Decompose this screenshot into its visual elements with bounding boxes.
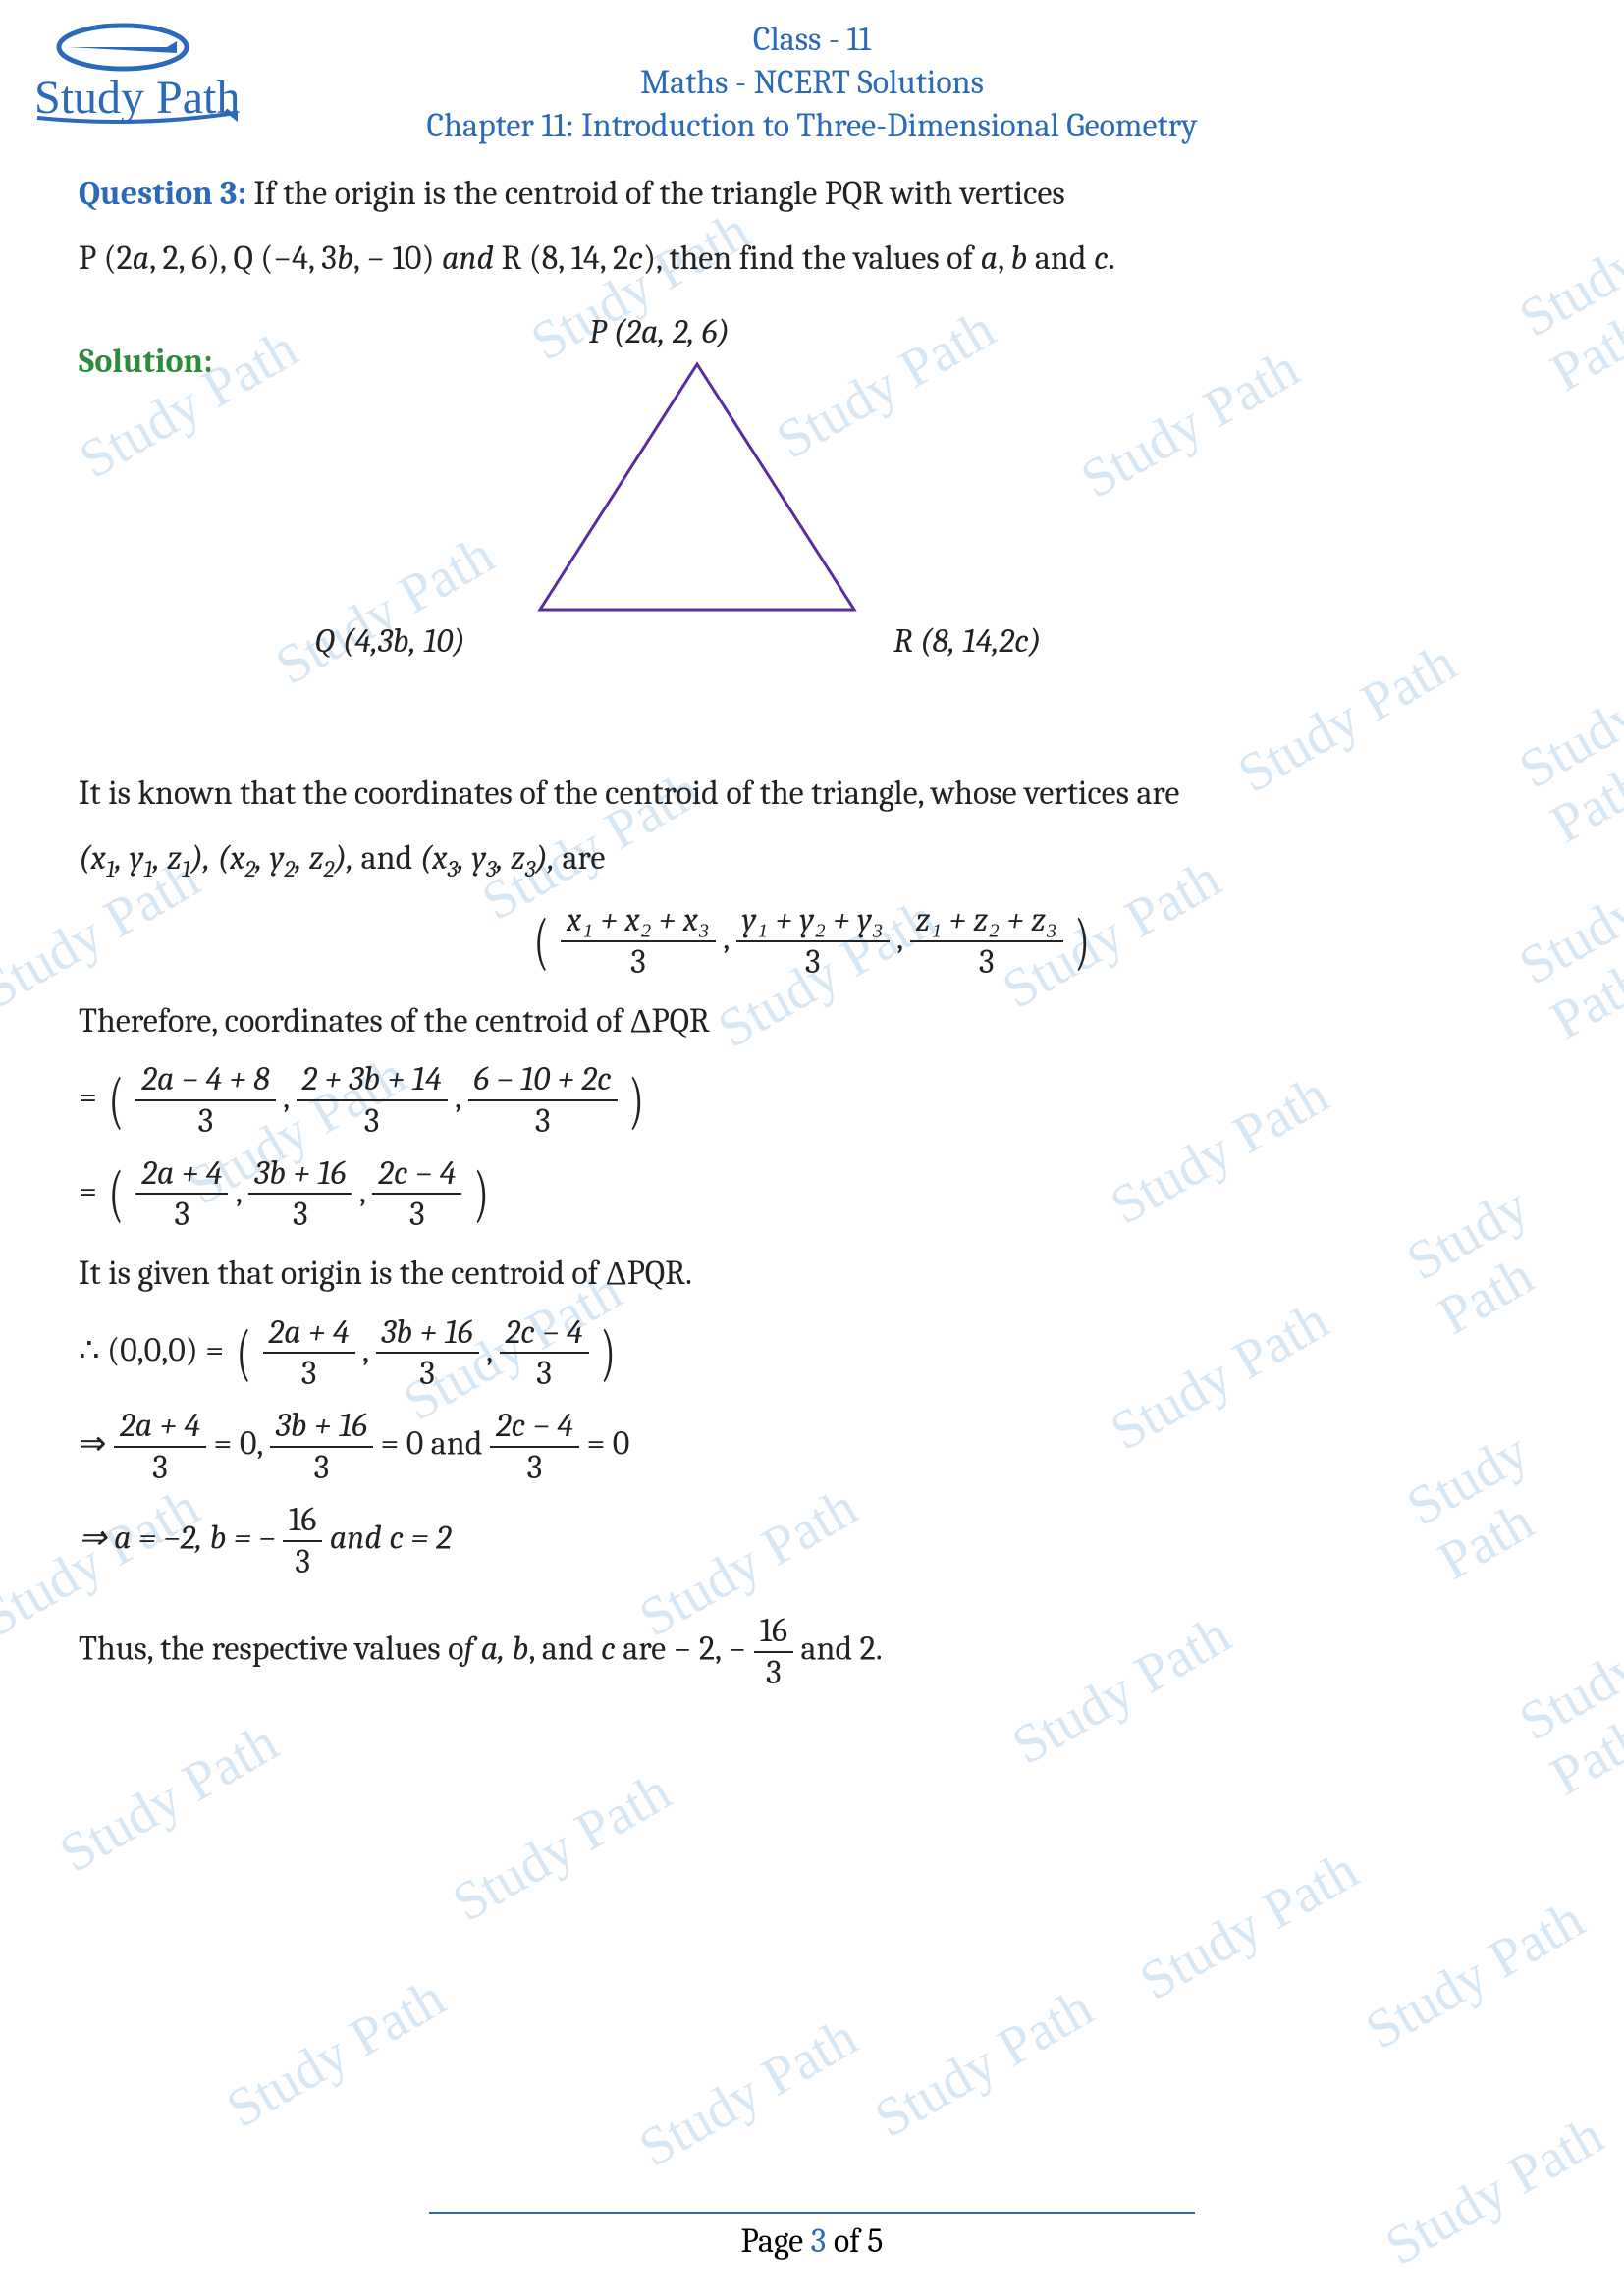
- e4d1: 3: [114, 1448, 206, 1488]
- e1d3: 3: [468, 1101, 618, 1142]
- e3d3: 3: [500, 1354, 589, 1394]
- l6-m2: = 0 and: [380, 1424, 490, 1464]
- body-line-3: Therefore, coordinates of the centroid o…: [79, 994, 1545, 1047]
- l6-m1: = 0,: [214, 1424, 270, 1464]
- q-end: and: [1027, 239, 1094, 278]
- diagram-area: Solution: P (2a, 2, 6) Q (4,3b, 10) R (8…: [79, 305, 1545, 737]
- page-number: 3: [811, 2221, 827, 2261]
- l7-n: 16: [283, 1500, 322, 1542]
- eq1: = ( 2a − 4 + 83 , 2 + 3b + 143 , 6 − 10 …: [79, 1059, 1545, 1142]
- e2n1: 2a + 4: [135, 1153, 228, 1196]
- l7-pre: ⇒ a = −2, b = −: [79, 1519, 283, 1558]
- cf-d2: 3: [736, 942, 890, 983]
- question-text-1: If the origin is the centroid of the tri…: [246, 174, 1065, 213]
- page-label: Page: [741, 2221, 811, 2261]
- page-footer: Page 3 of 5: [0, 2212, 1624, 2261]
- e3d2: 3: [376, 1354, 479, 1394]
- cf-d3: 3: [910, 942, 1063, 983]
- q-mid3: R (8, 14, 2: [494, 239, 628, 278]
- page-total: 5: [867, 2221, 883, 2261]
- e3n2: 3b + 16: [376, 1312, 479, 1355]
- vertex-Q-label: Q (4,3b, 10): [314, 614, 465, 667]
- content-area: Question 3: If the origin is the centroi…: [79, 167, 1545, 1705]
- body-line-1: It is known that the coordinates of the …: [79, 767, 1545, 820]
- cf-n1: x₁ + x₂ + x₃: [561, 900, 716, 942]
- e1n1: 2a − 4 + 8: [135, 1059, 275, 1101]
- e2n2: 3b + 16: [248, 1153, 352, 1196]
- cf-n2: y₁ + y₂ + y₃: [736, 900, 890, 942]
- e1n3: 6 − 10 + 2c: [468, 1059, 618, 1101]
- q-prefix: P (2: [79, 239, 133, 278]
- e2d2: 3: [248, 1195, 352, 1235]
- l6-suf: = 0: [586, 1424, 629, 1464]
- var-c: c: [628, 239, 643, 278]
- l8-d: 3: [754, 1653, 793, 1693]
- of-label: of: [826, 2221, 867, 2261]
- body-line-4: It is given that origin is the centroid …: [79, 1247, 1545, 1300]
- l8-m: , and: [528, 1629, 601, 1669]
- e3n3: 2c − 4: [500, 1312, 589, 1355]
- var-b2: b: [1011, 239, 1028, 278]
- l8-it: f a, b: [463, 1629, 528, 1669]
- eq3: ∴ (0,0,0) = ( 2a + 43 , 3b + 163 , 2c − …: [79, 1312, 1545, 1395]
- e4n1: 2a + 4: [114, 1406, 206, 1448]
- e4n3: 2c − 4: [490, 1406, 579, 1448]
- question-line-2: P (2a, 2, 6), Q (−4, 3b, − 10) and R (8,…: [79, 232, 1545, 285]
- eq4: ⇒ 2a + 43 = 0, 3b + 163 = 0 and 2c − 43 …: [79, 1406, 1545, 1488]
- l5-prefix: ∴ (0,0,0) =: [79, 1330, 232, 1369]
- e3d1: 3: [263, 1354, 355, 1394]
- e1d1: 3: [135, 1101, 275, 1142]
- l8-m2: are − 2, −: [616, 1629, 754, 1669]
- l6-prefix: ⇒: [79, 1424, 114, 1464]
- cf-d1: 3: [561, 942, 716, 983]
- and-word: and: [442, 239, 494, 278]
- question-block: Question 3: If the origin is the centroi…: [79, 167, 1545, 220]
- e1n2: 2 + 3b + 14: [297, 1059, 448, 1101]
- vertex-R-label: R (8, 14,2c): [893, 614, 1041, 667]
- l8-suf: and 2.: [801, 1629, 883, 1669]
- e4d2: 3: [270, 1448, 373, 1488]
- conclusion: Thus, the respective values of a, b, and…: [79, 1611, 1545, 1693]
- l8-pre: Thus, the respective values o: [79, 1629, 463, 1669]
- l7-suf: and c = 2: [330, 1519, 452, 1558]
- e3n1: 2a + 4: [263, 1312, 355, 1355]
- e2d1: 3: [135, 1195, 228, 1235]
- e4n2: 3b + 16: [270, 1406, 373, 1448]
- cf-n3: z₁ + z₂ + z₃: [910, 900, 1063, 942]
- q-mid2: , − 10): [353, 239, 442, 278]
- e1d2: 3: [297, 1101, 448, 1142]
- triangle-diagram: [275, 335, 1159, 649]
- e2d3: 3: [372, 1195, 461, 1235]
- var-c2: c: [1094, 239, 1109, 278]
- body-line-2: (x1, y1, z1), (x2, y2, z2), and (x3, y3,…: [79, 831, 1545, 888]
- q-mid1: , 2, 6), Q (−4, 3: [149, 239, 337, 278]
- q-suffix: ), then find the values of: [643, 239, 981, 278]
- e2n3: 2c − 4: [372, 1153, 461, 1196]
- l8-n: 16: [754, 1611, 793, 1653]
- eq5: ⇒ a = −2, b = − 163 and c = 2: [79, 1500, 1545, 1582]
- l8-c: c: [601, 1629, 616, 1669]
- var-a2: a: [981, 239, 999, 278]
- var-b: b: [337, 239, 353, 278]
- vertex-P-label: P (2a, 2, 6): [589, 305, 730, 358]
- l7-d: 3: [283, 1542, 322, 1582]
- centroid-formula: ( x₁ + x₂ + x₃3 , y₁ + y₂ + y₃3 , z₁ + z…: [79, 900, 1545, 983]
- e4d3: 3: [490, 1448, 579, 1488]
- eq2: = ( 2a + 43 , 3b + 163 , 2c − 43 ): [79, 1153, 1545, 1236]
- question-label: Question 3:: [79, 174, 246, 213]
- solution-label: Solution:: [79, 335, 213, 388]
- var-a: a: [133, 239, 150, 278]
- logo: Study Path: [29, 20, 245, 141]
